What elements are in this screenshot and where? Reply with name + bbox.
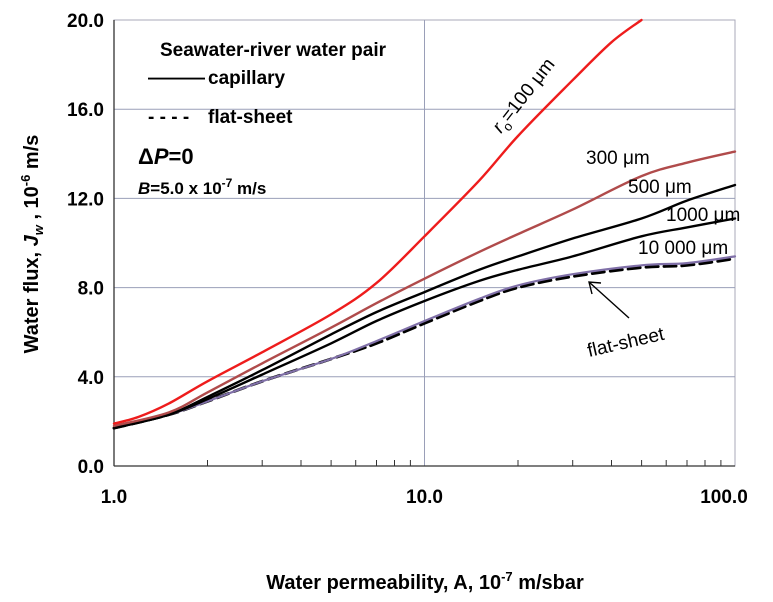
curve-label-500um: 500 μm bbox=[628, 177, 692, 198]
arrow-shaft bbox=[588, 281, 630, 319]
series-group bbox=[112, 18, 737, 430]
curve-label-1000um: 1000 μm bbox=[666, 205, 740, 226]
delta-symbol: Δ bbox=[138, 144, 154, 169]
legend-capillary-label: capillary bbox=[208, 68, 286, 89]
x-axis-title-main: Water permeability, A, 10 bbox=[266, 572, 501, 594]
series-line-10000um bbox=[112, 255, 737, 430]
curve-label-10000um: 10 000 μm bbox=[638, 238, 728, 259]
x-tick-label: 1.0 bbox=[101, 487, 127, 508]
series-line-1000um bbox=[112, 217, 737, 430]
y-axis-title-tail: m/s bbox=[21, 135, 43, 175]
series-line-100um bbox=[112, 18, 643, 425]
x-axis-title-sup: -7 bbox=[501, 569, 513, 584]
y-tick-label: 8.0 bbox=[78, 279, 104, 300]
y-axis-title-sup: -6 bbox=[18, 175, 33, 187]
b-condition: B=5.0 x 10-7 m/s bbox=[138, 176, 266, 198]
arrow-head bbox=[588, 281, 602, 295]
y-tick-label: 16.0 bbox=[67, 100, 104, 121]
b-value: =5.0 x 10 bbox=[150, 179, 221, 198]
legend: Seawater-river water pair ——— capillary … bbox=[148, 40, 387, 128]
p-symbol: P bbox=[154, 144, 169, 169]
y-axis-title-var: J bbox=[21, 234, 43, 246]
legend-title: Seawater-river water pair bbox=[160, 40, 387, 61]
b-sup: -7 bbox=[222, 176, 233, 190]
conditions-block: ΔP=0 B=5.0 x 10-7 m/s bbox=[138, 144, 266, 198]
y-axis-title-main: Water flux, bbox=[21, 246, 43, 353]
x-minor-ticks bbox=[207, 460, 722, 466]
y-tick-label: 4.0 bbox=[78, 368, 104, 389]
x-tick-labels: 1.0 10.0 100.0 bbox=[101, 487, 748, 508]
y-tick-labels: 0.0 4.0 8.0 12.0 16.0 20.0 bbox=[67, 11, 104, 478]
series-line-500um bbox=[112, 183, 737, 430]
x-axis-title: Water permeability, A, 10-7 m/sbar bbox=[266, 569, 584, 594]
y-tick-label: 0.0 bbox=[78, 457, 104, 478]
x-tick-label: 10.0 bbox=[406, 487, 443, 508]
y-axis-title-sub: w bbox=[31, 224, 46, 235]
y-tick-label: 12.0 bbox=[67, 189, 104, 210]
b-unit: m/s bbox=[232, 179, 266, 198]
x-axis-title-tail: m/sbar bbox=[513, 572, 584, 594]
y-axis-title: Water flux, Jw , 10-6 m/s bbox=[18, 135, 46, 354]
b-symbol: B bbox=[138, 179, 150, 198]
x-tick-label: 100.0 bbox=[700, 487, 748, 508]
y-axis-title-mid: , 10 bbox=[21, 186, 43, 225]
curve-label-300um: 300 μm bbox=[586, 148, 650, 169]
legend-flat-sheet-label: flat-sheet bbox=[208, 107, 293, 128]
p-value: =0 bbox=[169, 144, 194, 169]
delta-p-condition: ΔP=0 bbox=[138, 144, 194, 169]
y-tick-label: 20.0 bbox=[67, 11, 104, 32]
flat-sheet-pointer-arrow bbox=[588, 281, 630, 319]
legend-dashed-glyph: - - - - bbox=[148, 107, 189, 128]
legend-solid-glyph: ——— bbox=[148, 68, 205, 89]
series-line-300um bbox=[112, 150, 737, 428]
